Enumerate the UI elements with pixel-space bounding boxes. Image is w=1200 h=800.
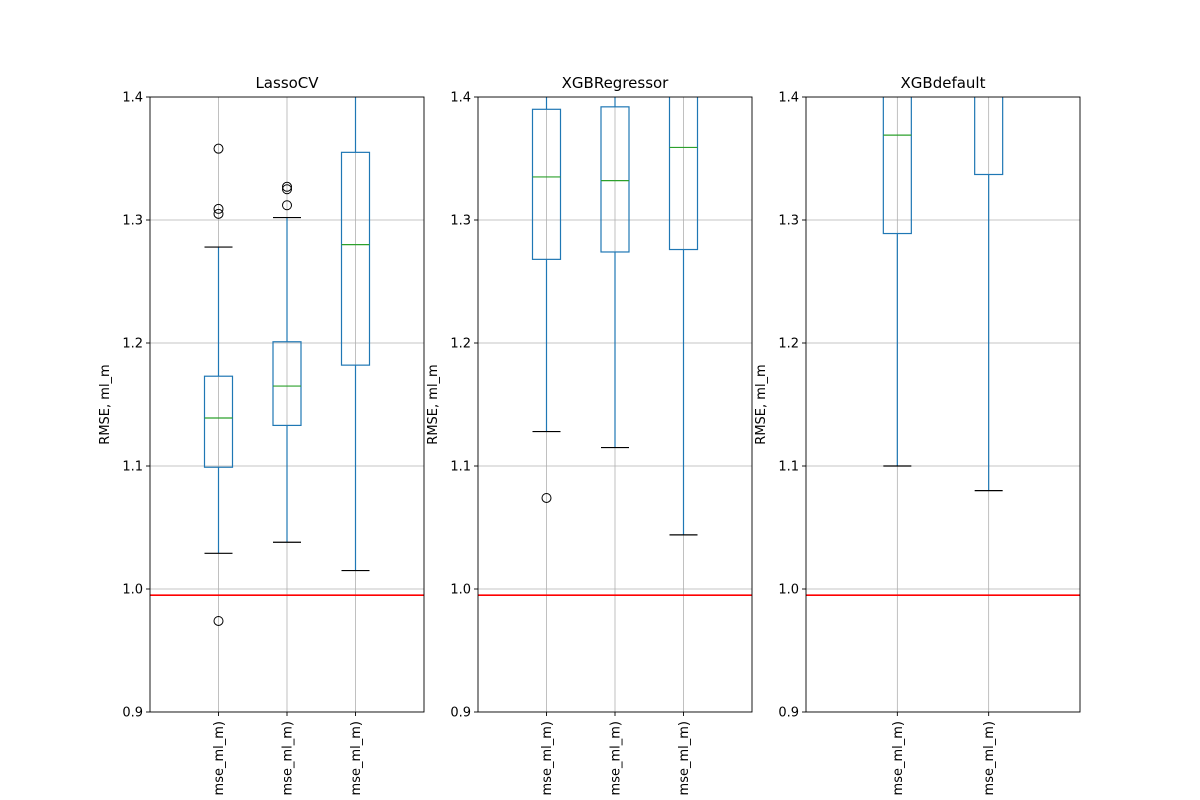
chart-panel-1: 0.9 1.0 1.1 1.2 1.3 1.4 mse_ml_m) mse_ml_m) mse_… (98, 74, 425, 795)
y-tick-label: 1.3 (450, 214, 471, 229)
box-1 (203, 143, 234, 626)
outlier-point (282, 200, 292, 211)
y-tick-label: 0.9 (450, 706, 471, 721)
box-iqr (272, 341, 302, 427)
y-tick-label: 1.4 (450, 91, 471, 106)
chart-title: XGBRegressor (562, 74, 670, 92)
outlier-point (282, 181, 292, 192)
y-tick-label: 1.1 (450, 460, 471, 475)
box-2 (974, 97, 1004, 492)
outlier-point (213, 208, 224, 219)
y-tick-label: 1.3 (778, 214, 799, 229)
y-axis-label: RMSE, ml_m (98, 364, 113, 444)
outlier-point (213, 203, 224, 214)
y-tick-label: 0.9 (778, 706, 799, 721)
y-tick-label: 1.4 (122, 91, 143, 106)
x-tick-label: mse_ml_m) (677, 721, 692, 795)
y-tick-label: 1.4 (778, 91, 799, 106)
box-iqr (531, 108, 562, 260)
y-tick-label: 1.3 (122, 214, 143, 229)
box-iqr (882, 97, 912, 235)
box-3 (340, 97, 371, 572)
box-1 (882, 97, 912, 467)
plot-area (150, 97, 424, 712)
chart-title: XGBdefault (901, 74, 986, 92)
y-tick-label: 1.2 (122, 337, 143, 352)
outlier-point (541, 492, 552, 503)
x-tick-label: mse_ml_m) (891, 721, 906, 795)
box-2 (600, 97, 630, 449)
outlier-point (282, 184, 292, 195)
y-tick-label: 1.0 (122, 583, 143, 598)
box-iqr (600, 106, 630, 253)
box-iqr (668, 97, 699, 251)
y-tick-label: 1.2 (778, 337, 799, 352)
chart-panel-2: 0.9 1.0 1.1 1.2 1.3 1.4 mse_ml_m) mse_ml_m) mse_… (426, 74, 753, 795)
y-tick-label: 1.1 (122, 460, 143, 475)
y-tick-label: 1.2 (450, 337, 471, 352)
x-tick-label: mse_ml_m) (540, 721, 555, 795)
axes-frame (805, 96, 1081, 713)
plot-area (806, 97, 1080, 712)
box-iqr (340, 151, 371, 366)
box-iqr (974, 97, 1004, 176)
box-iqr (203, 375, 234, 468)
y-tick-label: 1.1 (778, 460, 799, 475)
x-tick-label: mse_ml_m) (281, 721, 296, 795)
chart-panel-3: 0.9 1.0 1.1 1.2 1.3 1.4 mse_ml_m) mse_ml_m) RMSE… (754, 74, 1081, 795)
plot-area (478, 97, 752, 712)
x-tick-label: mse_ml_m) (349, 721, 364, 795)
y-axis-label: RMSE, ml_m (426, 364, 441, 444)
box-3 (668, 97, 699, 536)
x-tick-label: mse_ml_m) (212, 721, 227, 795)
chart-title: LassoCV (255, 74, 319, 92)
x-tick-label: mse_ml_m) (982, 721, 997, 795)
y-tick-label: 1.0 (450, 583, 471, 598)
box-2 (272, 181, 302, 543)
box-1 (531, 97, 562, 503)
outlier-point (213, 143, 224, 154)
x-tick-label: mse_ml_m) (609, 721, 624, 795)
y-tick-label: 0.9 (122, 706, 143, 721)
y-tick-label: 1.0 (778, 583, 799, 598)
outlier-point (213, 615, 224, 626)
y-axis-label: RMSE, ml_m (754, 364, 769, 444)
